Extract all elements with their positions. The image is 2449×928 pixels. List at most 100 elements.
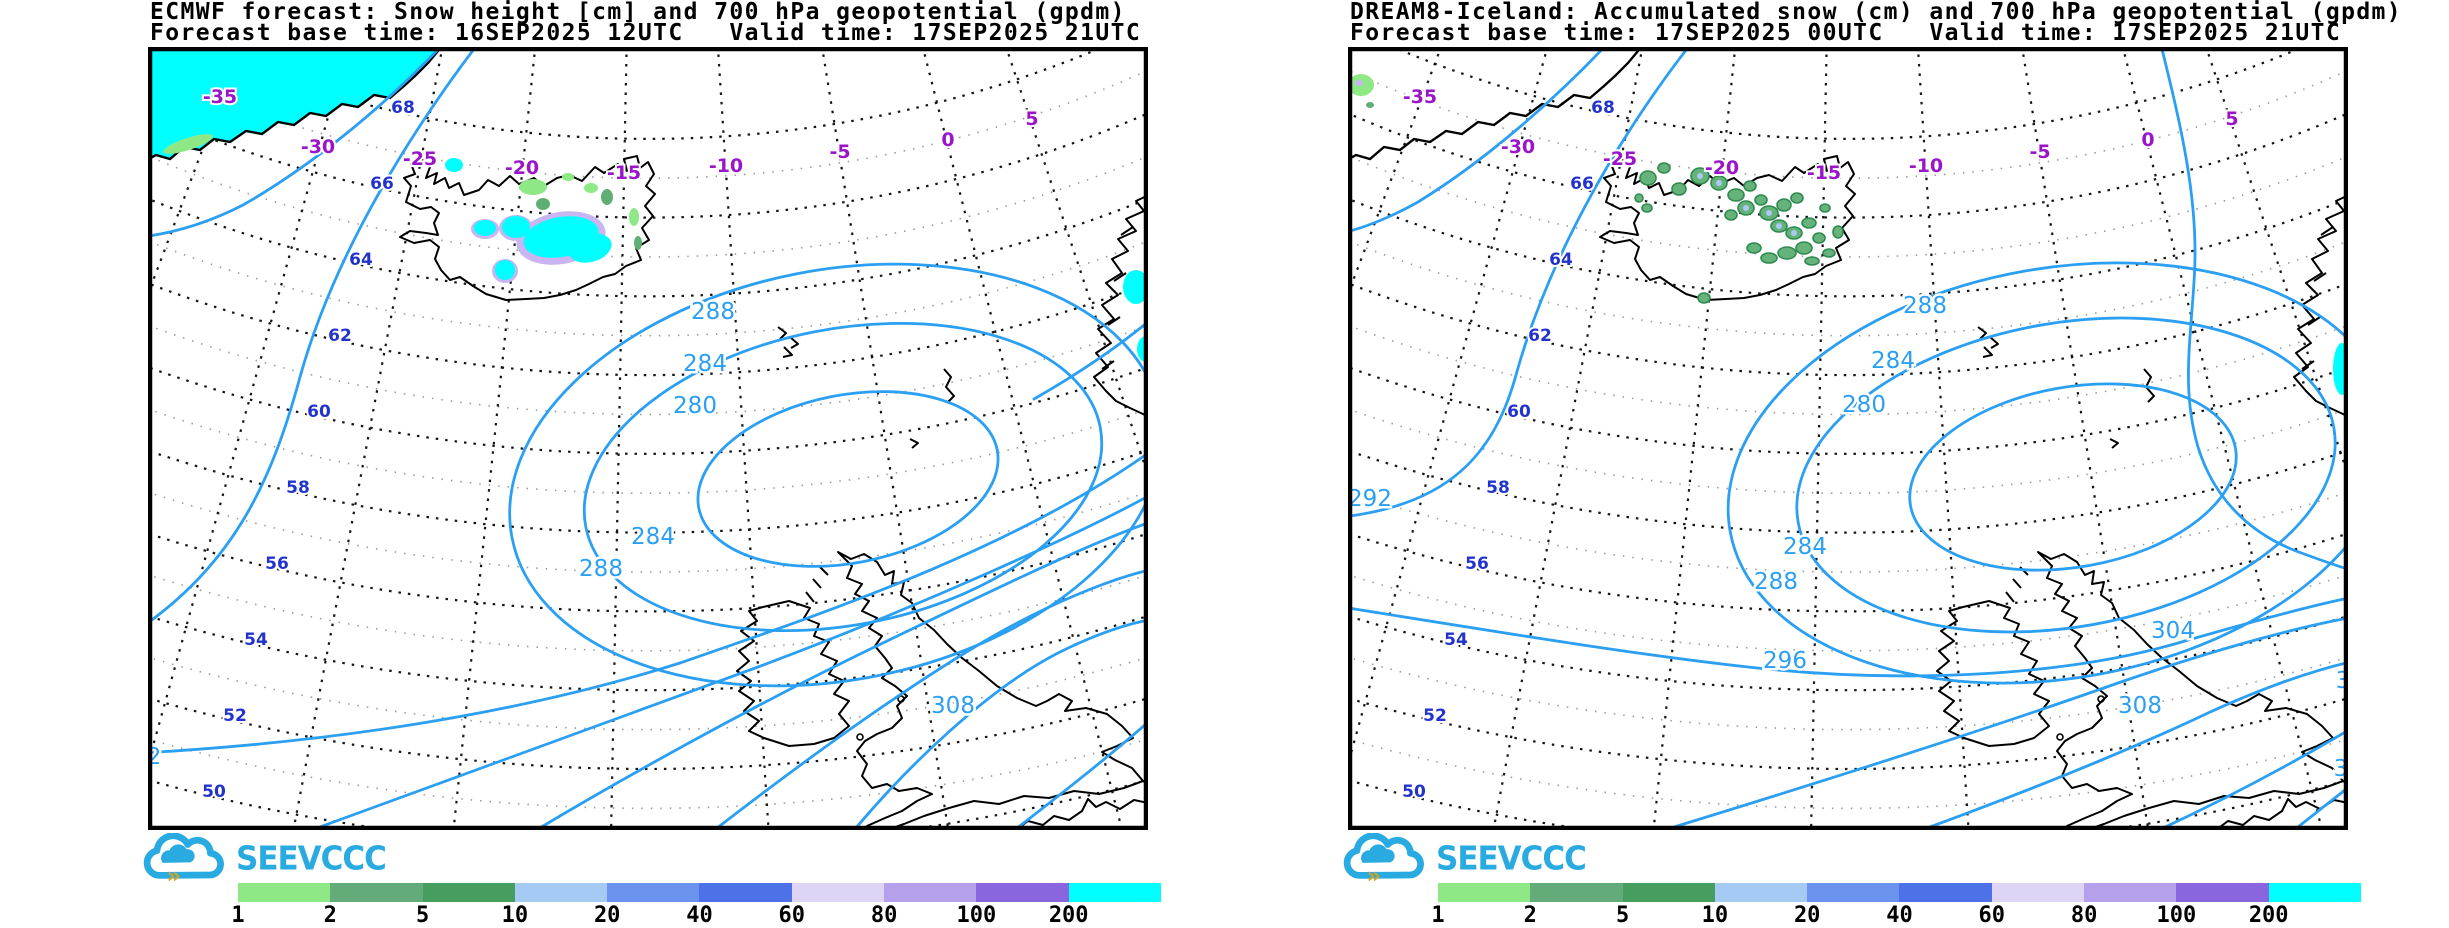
longitude-label: 5 [1025,108,1038,130]
iceland-coastline [399,155,656,301]
chevron-icon: » [167,863,181,885]
legend-value-label: 200 [1048,903,1089,928]
meridian-line [1916,47,1970,830]
cloud-icon: » [143,833,224,885]
snow-patch [536,198,550,210]
legend-value-label: 5 [415,903,430,928]
latitude-label: 54 [244,630,268,650]
longitude-label: 0 [2141,129,2154,151]
snow-patch [1776,198,1792,212]
contour-line [1726,261,2348,685]
legend-colorbar [238,883,1161,902]
greenland-snow-fill [148,47,440,160]
snow-patch [495,260,515,280]
legend-color-segment [699,883,792,902]
contour-line [1348,47,1607,233]
contour-line [852,618,1148,830]
longitude-label: -15 [1807,162,1841,184]
chevron-icon: » [1367,863,1381,885]
snow-patch [1812,232,1826,244]
cloud-icon: » [1343,833,1424,885]
contour-line [1348,47,1691,518]
snow-patch [253,62,267,72]
contour-line [1908,382,2238,572]
contour-label: 284 [631,524,675,550]
map-ecmwf: 288284280284288308268666462605856545250-… [148,47,1148,830]
legend-value-label: 10 [1701,903,1729,928]
map-labels: 288284280284288308268666462605856545250-… [148,84,1041,804]
legend-value-label: 80 [870,903,898,928]
legend-color-segment [1438,883,1531,902]
legend-color-segment [1530,883,1623,902]
norway-fjords [2301,226,2334,370]
geopotential-contours [148,47,1148,830]
legend-colorbar [1438,883,2361,902]
latitude-label: 66 [370,174,394,194]
contour-line [1917,660,2348,830]
legend-color-segment [1068,883,1161,902]
latitude-label: 56 [265,554,289,574]
snow-patch [1804,256,1820,266]
meridian-line [716,47,770,830]
latitude-label: 54 [1444,630,1468,650]
snow-patch [445,158,463,172]
snow-patch [1123,270,1148,304]
cloud-inner [161,844,195,863]
map-dream8: 2882842802842882962923043083368666462605… [1348,47,2348,830]
ireland-coastline [736,600,850,747]
faroe-islands-coastline [777,326,799,358]
legend-value-label: 2 [1523,903,1537,928]
contour-line [1348,596,2348,678]
logo-text: SEEVCCC [236,840,387,878]
legend-color-segment [2176,883,2269,902]
norway-fjords [1101,226,1134,370]
snow-patch [1634,193,1644,203]
contour-label: 308 [931,693,975,719]
contour-label: 296 [1763,648,1807,674]
legend-value-label: 2 [323,903,337,928]
contour-label: 288 [579,556,623,582]
snow-patch [474,220,496,236]
contour-line [307,494,1148,830]
longitude-label: 0 [941,129,954,151]
latitude-label: 68 [1591,98,1615,118]
snow-patch [1832,225,1844,239]
legend-labels: 1 2 5 10 20 40 60 80 100 200 [1431,902,2361,928]
snow-patch [1716,180,1722,186]
iceland-coastline [1599,155,1856,301]
latitude-label: 52 [1423,706,1447,726]
snow-patch [1822,248,1836,258]
legend-value-label: 1 [231,903,245,928]
longitude-label: -15 [607,162,641,184]
snow-patch [1801,217,1817,229]
latitude-label: 56 [1465,554,1489,574]
legend-value-label: 100 [2156,903,2197,928]
snow-patch [163,134,213,154]
longitude-label: -35 [203,86,237,108]
anglesey-coastline [2056,733,2064,741]
contour-label: 288 [691,299,735,325]
map-background [148,47,1148,830]
contour-label: 284 [1783,534,1827,560]
legend-value-label: 200 [2248,903,2289,928]
logo-text: SEEVCCC [1436,840,1587,878]
contour-label: 284 [683,351,727,377]
snow-patch [1724,209,1738,221]
panel-subtitle: Forecast base time: 17SEP2025 00UTC Vali… [1350,20,2342,46]
snow-patch [1641,203,1653,213]
latitude-label: 64 [349,250,373,270]
map-frame [1348,47,2348,830]
great-britain-coastline [837,551,1144,830]
legend-value-label: 60 [778,903,806,928]
latitude-label: 50 [1402,782,1426,802]
longitude-label: -20 [1705,157,1739,179]
longitude-label: -25 [403,148,437,170]
contour-label: 288 [1903,293,1947,319]
contour-line [712,568,1148,830]
graticule [148,47,1148,830]
longitude-label: -5 [2029,141,2050,163]
greenland-coastline [1348,47,1642,161]
orkney-coastline [909,438,919,449]
longitude-label: -35 [1403,86,1437,108]
contour-line [696,390,1000,568]
